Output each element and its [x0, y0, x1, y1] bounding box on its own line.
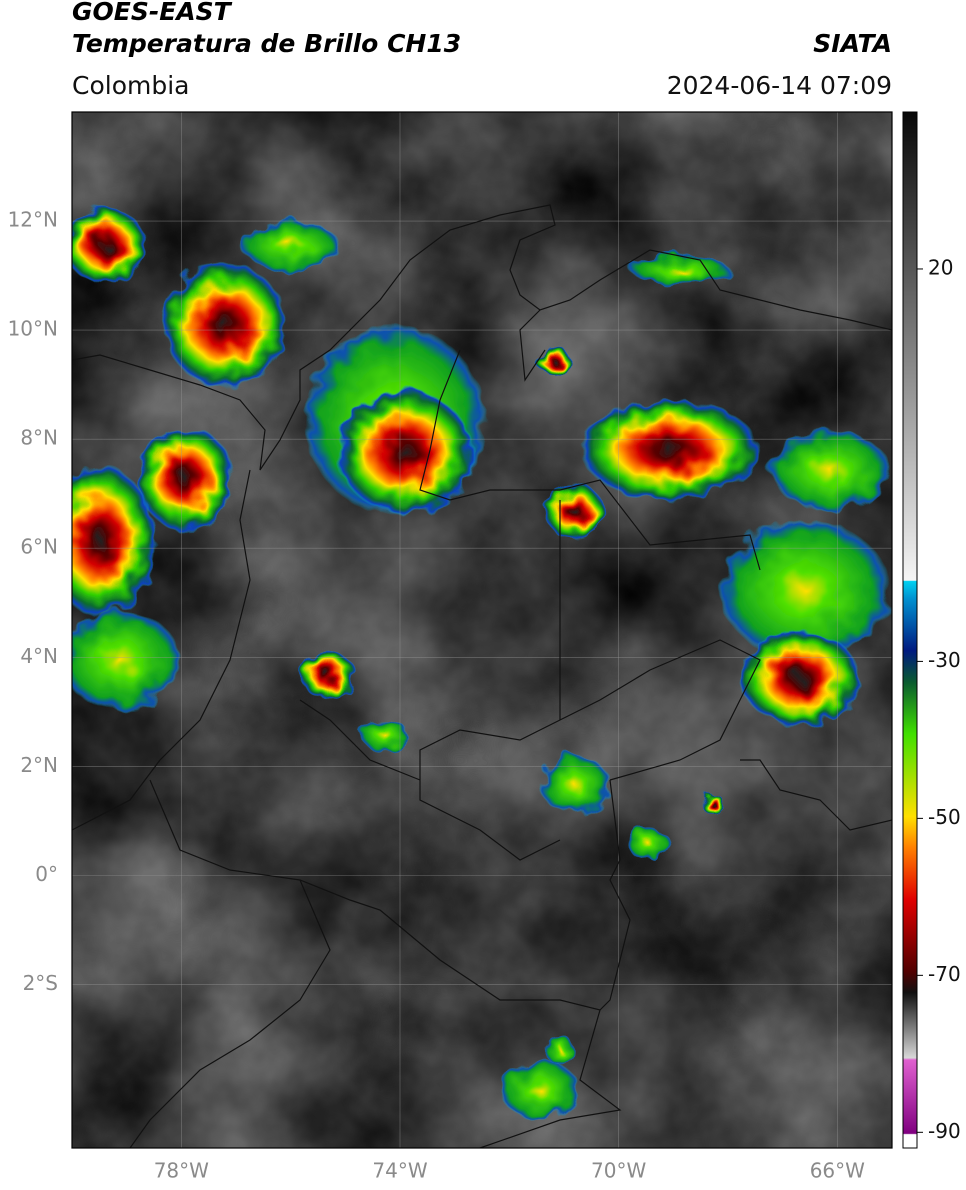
- x-tick-label: 74°W: [372, 1159, 427, 1183]
- graticule: [72, 112, 892, 1148]
- colorbar-tick-label: -30: [928, 648, 961, 672]
- axis-ticks: 78°W 74°W 70°W 66°W 12°N 10°N 8°N 6°N 4°N 2°N 0° 2°…: [8, 208, 866, 1183]
- timestamp: 2024-06-14 07:09: [667, 71, 892, 100]
- colorbar-tick-label: -70: [928, 962, 961, 986]
- convective-cells: [72, 207, 890, 1120]
- satellite-image: [72, 112, 892, 1148]
- colorbar-tick-label: -90: [928, 1119, 961, 1143]
- y-tick-label: 2°S: [23, 971, 58, 995]
- colorbar-tick-label: 20: [928, 255, 953, 279]
- title: GOES-EAST: [72, 0, 233, 26]
- region: Colombia: [72, 71, 189, 100]
- source: SIATA: [813, 29, 892, 58]
- y-tick-label: 6°N: [20, 535, 58, 559]
- x-tick-label: 70°W: [591, 1159, 646, 1183]
- y-tick-label: 4°N: [20, 644, 58, 668]
- subtitle: Temperatura de Brillo CH13: [72, 29, 461, 58]
- x-tick-label: 78°W: [154, 1159, 209, 1183]
- colorbar-tick-label: -50: [928, 805, 961, 829]
- colorbar: [902, 111, 918, 1149]
- y-tick-label: 0°: [35, 862, 58, 886]
- borders: [72, 204, 892, 1148]
- map-frame: [71, 111, 893, 1149]
- colorbar-ticks: 20 -30 -50 -70 -90: [917, 255, 961, 1143]
- y-tick-label: 8°N: [20, 426, 58, 450]
- y-tick-label: 10°N: [8, 317, 58, 341]
- y-tick-label: 2°N: [20, 753, 58, 777]
- y-tick-label: 12°N: [8, 208, 58, 232]
- x-tick-label: 66°W: [810, 1159, 865, 1183]
